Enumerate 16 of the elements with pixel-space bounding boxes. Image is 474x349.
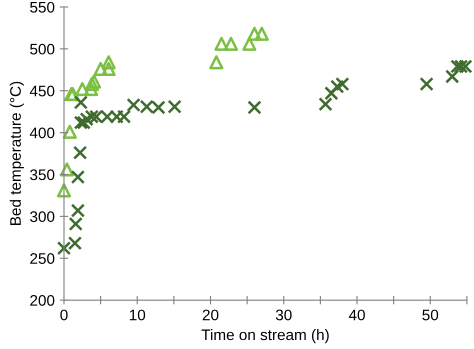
- x-tick-label: 50: [422, 310, 438, 320]
- x-tick-label: 20: [202, 310, 218, 320]
- y-tick-label: 400: [30, 127, 54, 138]
- x-tick-label: 10: [130, 310, 146, 320]
- y-tick-label: 500: [30, 44, 54, 55]
- x-tick-label: 0: [60, 310, 68, 320]
- y-tick-label: 300: [30, 211, 54, 222]
- x-tick-label: 30: [276, 310, 292, 320]
- y-tick-label: 250: [30, 253, 54, 264]
- y-tick-label: 350: [30, 169, 54, 180]
- y-axis-title: Bed temperature (°C): [10, 82, 24, 225]
- x-axis-title: Time on stream (h): [202, 328, 329, 344]
- x-tick-label: 40: [348, 310, 365, 320]
- y-tick-label: 550: [30, 2, 54, 13]
- y-tick-label: 200: [30, 295, 54, 306]
- y-tick-label: 450: [30, 86, 54, 96]
